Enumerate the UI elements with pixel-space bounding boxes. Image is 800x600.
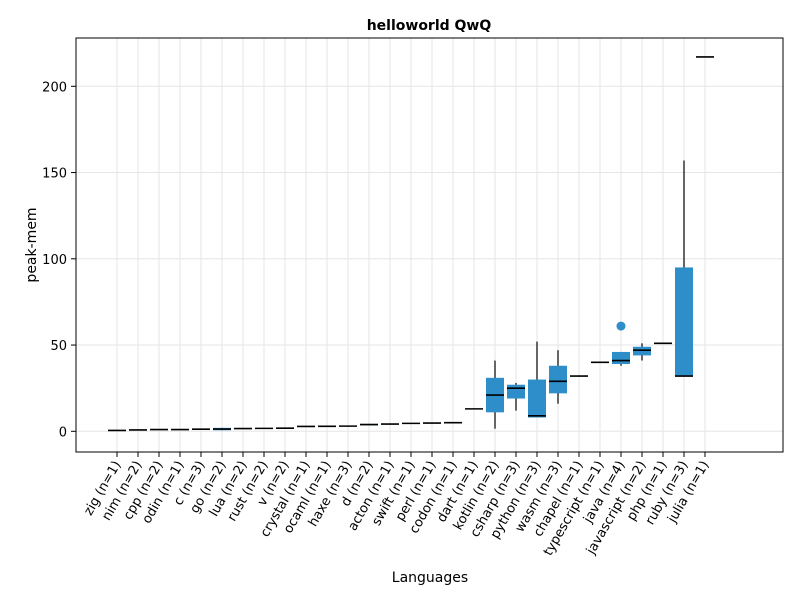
- box-27: [675, 160, 693, 377]
- x-axis-ticks: zig (n=1)nim (n=2)cpp (n=2)odin (n=1)c (…: [81, 452, 712, 559]
- chart-title: helloworld QwQ: [367, 18, 492, 34]
- grid-lines: [76, 38, 783, 452]
- box-iqr: [612, 351, 630, 365]
- box-iqr: [528, 379, 546, 418]
- box-series: [108, 56, 714, 432]
- y-tick-label: 100: [42, 253, 67, 268]
- box-18: [486, 360, 504, 429]
- y-axis-label: peak-mem: [24, 207, 40, 282]
- box-iqr: [507, 384, 525, 399]
- box-5: [213, 427, 231, 431]
- box-12: [360, 423, 378, 426]
- box-19: [507, 383, 525, 411]
- y-axis-ticks: 0 50 100 150 200: [42, 80, 76, 440]
- box-21: [549, 350, 567, 404]
- y-tick-label: 200: [42, 80, 67, 95]
- box-iqr: [633, 346, 651, 356]
- box-iqr: [675, 267, 693, 377]
- box-20: [528, 341, 546, 418]
- y-tick-label: 150: [42, 167, 67, 182]
- y-tick-label: 0: [59, 425, 67, 440]
- x-axis-label: Languages: [392, 570, 468, 586]
- y-tick-label: 50: [50, 339, 67, 354]
- box-25: [633, 343, 651, 361]
- box-24: [612, 321, 630, 366]
- box-iqr: [549, 365, 567, 394]
- plot-frame: [75, 37, 784, 453]
- outlier-point: [616, 321, 626, 331]
